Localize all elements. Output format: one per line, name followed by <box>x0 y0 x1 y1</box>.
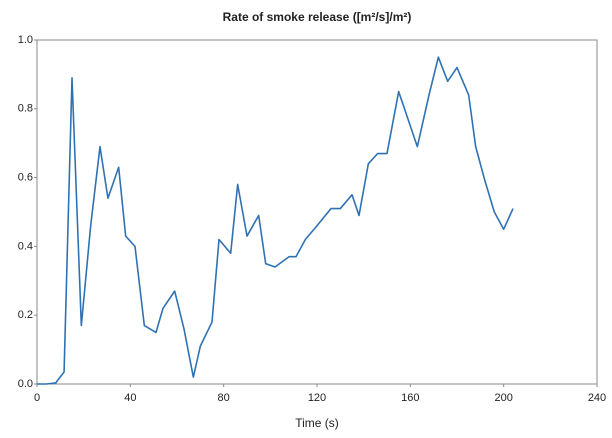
x-tick-label: 40 <box>124 392 136 404</box>
plot-frame <box>36 39 598 385</box>
y-tick-label: 0.4 <box>18 240 33 252</box>
y-tick-label: 0.0 <box>18 378 33 390</box>
y-tick-label: 0.2 <box>18 309 33 321</box>
x-tick-label: 160 <box>401 392 419 404</box>
x-tick-label: 120 <box>308 392 326 404</box>
x-tick-label: 0 <box>34 392 40 404</box>
y-tick-label: 0.8 <box>18 103 33 115</box>
chart-title: Rate of smoke release ([m²/s]/m²) <box>223 10 412 24</box>
x-tick-label: 80 <box>218 392 230 404</box>
data-line <box>37 56 514 385</box>
x-axis-label: Time (s) <box>295 416 339 430</box>
y-tick-label: 1.0 <box>18 34 33 46</box>
x-tick-label: 200 <box>494 392 512 404</box>
y-tick-label: 0.6 <box>18 172 33 184</box>
x-tick-label: 240 <box>588 392 606 404</box>
